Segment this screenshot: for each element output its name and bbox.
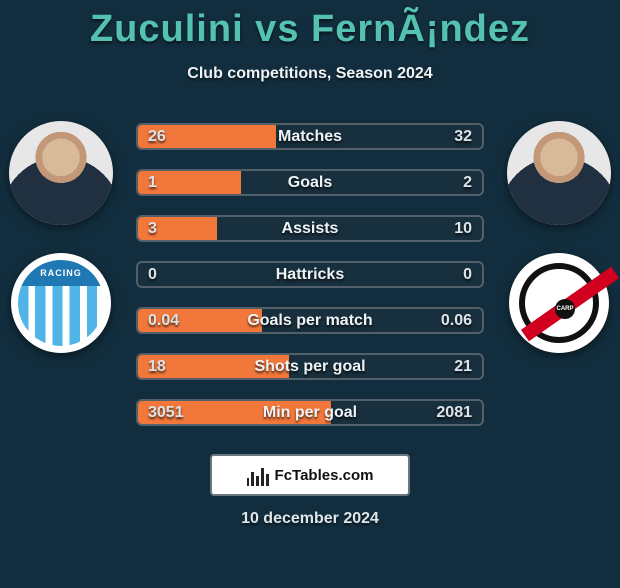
- crest-center-icon: CARP: [555, 299, 575, 319]
- stat-segment-left: [138, 217, 217, 240]
- team-left-name: RACING: [18, 260, 104, 286]
- right-column: CARP: [504, 121, 614, 353]
- stat-value-right: 10: [454, 217, 472, 240]
- team-left-crest-graphic: RACING: [18, 260, 104, 346]
- avatar-placeholder-icon: [507, 121, 611, 225]
- stat-label: Hattricks: [138, 263, 482, 286]
- brand-logo-icon: [247, 464, 269, 486]
- stat-value-right: 21: [454, 355, 472, 378]
- team-left-crest: RACING: [11, 253, 111, 353]
- stat-segment-left: [138, 171, 241, 194]
- generated-date: 10 december 2024: [0, 510, 620, 528]
- brand-badge[interactable]: FcTables.com: [210, 454, 410, 496]
- stat-value-left: 0: [148, 263, 157, 286]
- player-left-avatar: [9, 121, 113, 225]
- avatar-placeholder-icon: [9, 121, 113, 225]
- stat-value-right: 32: [454, 125, 472, 148]
- stat-value-right: 2: [463, 171, 472, 194]
- stat-row: 12Goals: [136, 169, 484, 196]
- stat-segment-left: [138, 125, 276, 148]
- stat-value-right: 0: [463, 263, 472, 286]
- left-column: RACING: [6, 121, 116, 353]
- stat-row: 2632Matches: [136, 123, 484, 150]
- page-title: Zuculini vs FernÃ¡ndez: [0, 8, 620, 51]
- team-right-crest: CARP: [509, 253, 609, 353]
- page-subtitle: Club competitions, Season 2024: [0, 65, 620, 83]
- stat-segment-left: [138, 355, 289, 378]
- stat-row: 30512081Min per goal: [136, 399, 484, 426]
- stat-row: 0 0Hattricks: [136, 261, 484, 288]
- stat-row: 1821Shots per goal: [136, 353, 484, 380]
- stat-value-right: 0.06: [441, 309, 472, 332]
- stat-value-right: 2081: [436, 401, 472, 424]
- stat-row: 310Assists: [136, 215, 484, 242]
- brand-text: FcTables.com: [275, 467, 374, 484]
- stats-bars: 2632Matches12Goals310Assists00Hattricks0…: [136, 123, 484, 426]
- stat-row: 0.040.06Goals per match: [136, 307, 484, 334]
- stat-segment-left: [138, 401, 331, 424]
- stat-segment-left: [138, 309, 262, 332]
- team-right-crest-graphic: CARP: [519, 263, 599, 343]
- player-right-avatar: [507, 121, 611, 225]
